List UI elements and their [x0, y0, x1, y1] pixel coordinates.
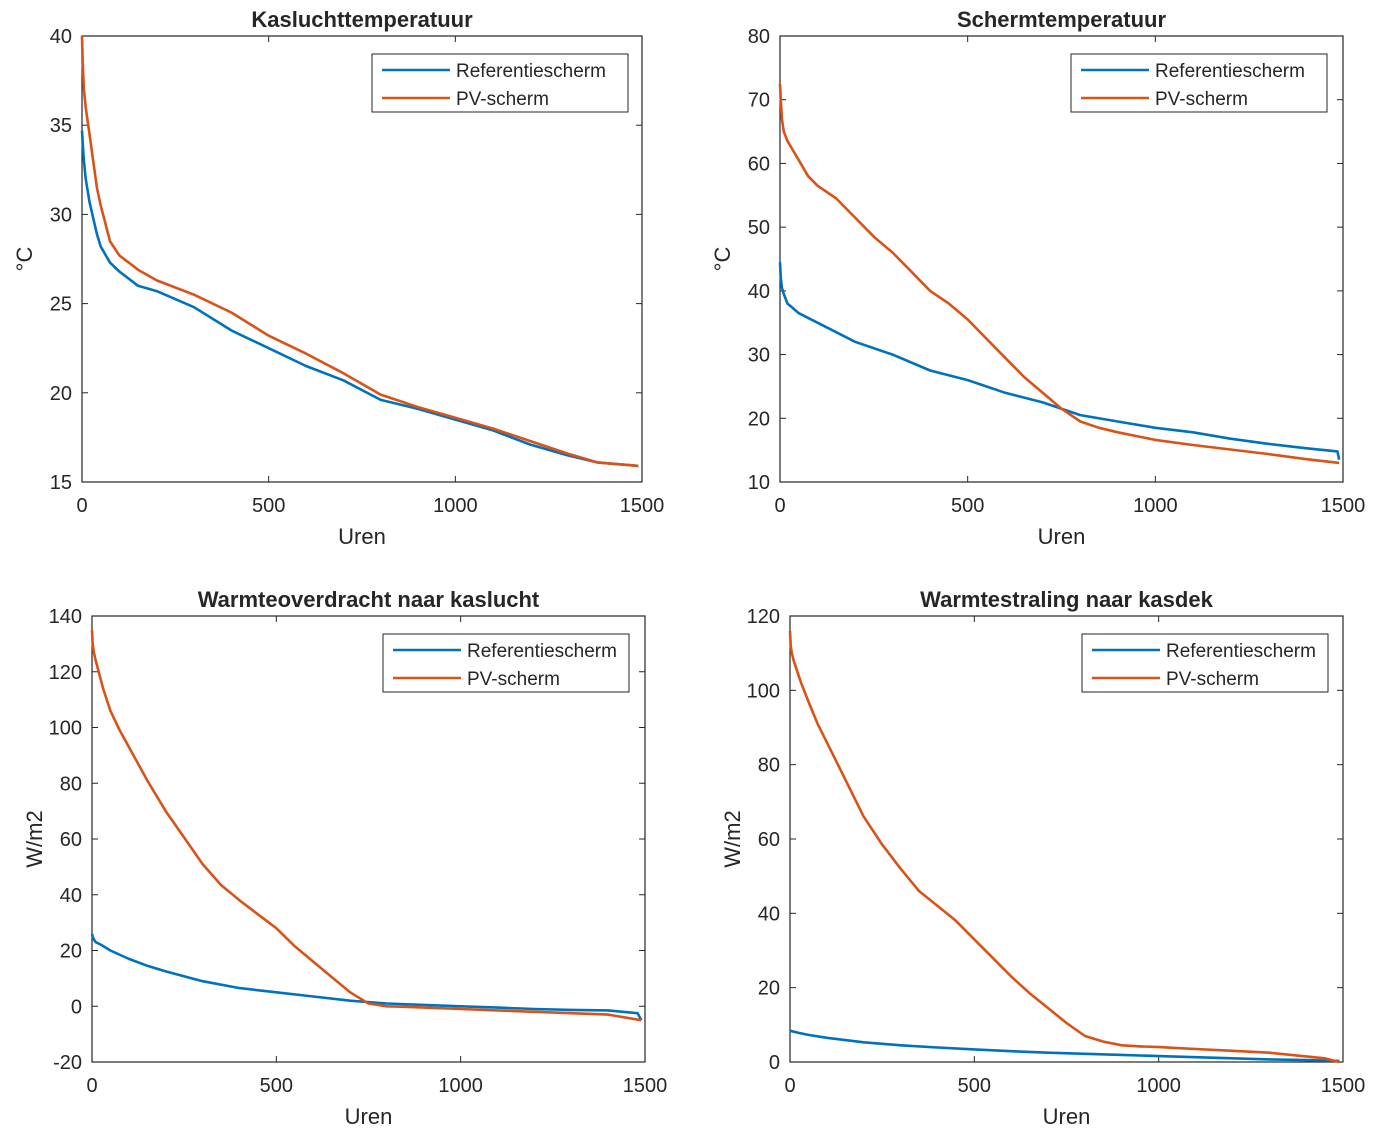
chart-title: Warmtestraling naar kasdek [920, 587, 1213, 612]
chart-title: Kasluchttemperatuur [251, 7, 473, 32]
y-tick-label: 120 [747, 606, 780, 628]
y-tick-label: 60 [60, 829, 82, 851]
series-line-referentiescherm [778, 262, 1341, 460]
chart-panel-1: 0 500 1000 1500 15 20 25 30 35 40 Kasluchttemperat… [12, 7, 664, 549]
y-tick-label: 20 [50, 383, 72, 405]
legend-entry-label: PV-scherm [467, 669, 560, 690]
y-axis-label: °C [12, 247, 37, 272]
x-tick-label: 0 [784, 1075, 795, 1097]
y-tick-label: 30 [748, 345, 770, 367]
y-tick-label: 20 [748, 408, 770, 430]
legend-box [371, 53, 629, 113]
legend-entry-label: PV-scherm [1155, 89, 1248, 110]
y-tick-label: 80 [748, 26, 770, 48]
x-axis-label: Uren [1038, 524, 1086, 549]
y-tick-label: 25 [50, 294, 72, 316]
y-tick-label: 40 [758, 903, 780, 925]
y-tick-label: 0 [769, 1052, 780, 1074]
legend-entry-label: PV-scherm [1166, 669, 1259, 690]
y-tick-label: 20 [758, 978, 780, 1000]
x-tick-label: 1500 [1321, 1075, 1366, 1097]
x-tick-label: 500 [951, 495, 984, 517]
y-tick-label: 0 [71, 996, 82, 1018]
y-tick-label: 30 [50, 204, 72, 226]
legend-entry-label: Referentiescherm [467, 641, 617, 662]
x-tick-label: 0 [76, 495, 87, 517]
y-tick-label: 40 [748, 281, 770, 303]
legend: Referentiescherm PV-scherm [1070, 53, 1328, 113]
series-line-referentiescherm [90, 933, 643, 1021]
x-tick-label: 1500 [620, 495, 665, 517]
y-tick-label: -20 [53, 1052, 82, 1074]
x-tick-label: 0 [774, 495, 785, 517]
chart-panel-2: 0 500 1000 1500 10 20 30 40 50 60 70 80 Schermtemper… [710, 7, 1365, 549]
y-tick-label: 40 [60, 885, 82, 907]
x-axis-label: Uren [1043, 1104, 1091, 1128]
y-tick-label: 80 [758, 755, 780, 777]
chart-title: Schermtemperatuur [957, 7, 1167, 32]
legend: Referentiescherm PV-scherm [1081, 633, 1329, 693]
y-tick-label: 10 [748, 472, 770, 494]
y-tick-label: 50 [748, 217, 770, 239]
series-line-pv-scherm [778, 83, 1340, 465]
legend-box [382, 633, 630, 693]
chart-panel-4: 0 500 1000 1500 0 20 40 60 80 100 120 Warmtestralin… [720, 587, 1365, 1128]
y-tick-label: 100 [747, 680, 780, 702]
y-tick-label: 100 [49, 718, 82, 740]
y-axis-label: W/m2 [720, 810, 745, 867]
series-line-referentiescherm [80, 130, 639, 468]
x-tick-label: 1000 [438, 1075, 483, 1097]
series-line-pv-scherm [788, 630, 1340, 1064]
y-tick-label: 70 [748, 90, 770, 112]
x-tick-label: 500 [958, 1075, 991, 1097]
x-tick-label: 1500 [623, 1075, 668, 1097]
legend-box [1081, 633, 1329, 693]
y-axis-label: °C [710, 247, 735, 272]
legend-entry-label: Referentiescherm [1166, 641, 1316, 662]
y-tick-label: 140 [49, 606, 82, 628]
y-tick-label: 35 [50, 115, 72, 137]
legend-entry-label: Referentiescherm [456, 61, 606, 82]
y-axis-label: W/m2 [22, 810, 47, 867]
x-tick-label: 1000 [1133, 495, 1178, 517]
legend-entry-label: Referentiescherm [1155, 61, 1305, 82]
y-tick-label: 60 [748, 153, 770, 175]
y-tick-label: 20 [60, 941, 82, 963]
series-line-pv-scherm [80, 35, 639, 468]
x-tick-label: 1000 [1136, 1075, 1181, 1097]
legend: Referentiescherm PV-scherm [382, 633, 630, 693]
x-tick-label: 500 [260, 1075, 293, 1097]
x-axis-label: Uren [345, 1104, 393, 1128]
series-line-referentiescherm [789, 1029, 1340, 1063]
chart-panel-3: 0 500 1000 1500-20020406080100120140Warmteo… [22, 587, 667, 1128]
y-tick-label: 15 [50, 472, 72, 494]
x-tick-label: 1000 [433, 495, 478, 517]
y-tick-label: 120 [49, 662, 82, 684]
y-tick-label: 80 [60, 773, 82, 795]
x-axis-label: Uren [338, 524, 386, 549]
series-line-pv-scherm [90, 629, 642, 1022]
y-tick-label: 60 [758, 829, 780, 851]
chart-title: Warmteoverdracht naar kaslucht [198, 587, 540, 612]
y-tick-label: 40 [50, 26, 72, 48]
legend: Referentiescherm PV-scherm [371, 53, 629, 113]
legend-entry-label: PV-scherm [456, 89, 549, 110]
x-tick-label: 500 [252, 495, 285, 517]
x-tick-label: 0 [86, 1075, 97, 1097]
x-tick-label: 1500 [1321, 495, 1366, 517]
legend-box [1070, 53, 1328, 113]
